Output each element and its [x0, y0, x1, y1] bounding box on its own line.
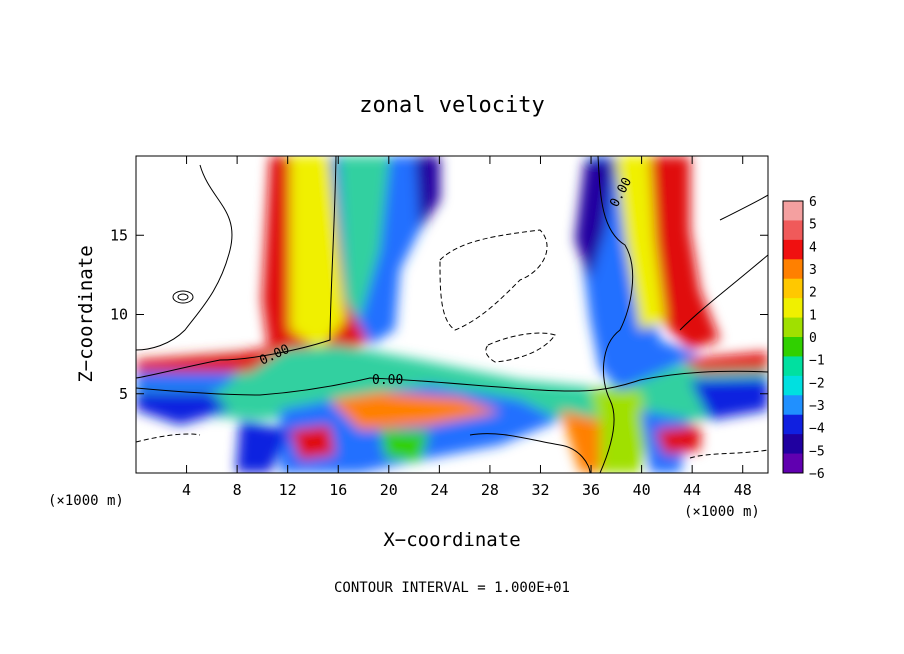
- colorbar-labels: 6 5 4 3 2 1 0 −1 −2 −3 −4 −5 −6: [809, 195, 825, 482]
- colorbar-swatch: [783, 201, 803, 221]
- x-tick-label: 28: [481, 481, 499, 499]
- x-tick-label: 24: [430, 481, 448, 499]
- colorbar-frame: [782, 200, 804, 474]
- colorbar-label: −6: [809, 467, 825, 482]
- colorbar-swatch: [783, 317, 803, 338]
- colorbar-swatch: [783, 434, 803, 455]
- colorbar-label: −4: [809, 422, 825, 437]
- x-tick-label: 36: [582, 481, 600, 499]
- colorbar-label: −5: [809, 444, 825, 459]
- y-axis-ticks: 5 10 15: [110, 226, 768, 403]
- colorbar-label: 6: [809, 195, 817, 210]
- colorbar-swatch: [783, 375, 803, 396]
- velocity-field: [136, 156, 768, 473]
- colorbar-label: 3: [809, 263, 817, 278]
- x-tick-label: 4: [182, 481, 191, 499]
- colorbar-label: 5: [809, 218, 817, 233]
- y-tick-label: 15: [110, 226, 128, 244]
- colorbar-label: −1: [809, 354, 825, 369]
- colorbar-label: 1: [809, 308, 817, 323]
- colorbar-swatch: [783, 337, 803, 357]
- colorbar-label: −3: [809, 399, 825, 414]
- colorbar-swatch: [783, 453, 803, 474]
- x-axis-label: X−coordinate: [383, 529, 520, 551]
- colorbar-swatch: [783, 259, 803, 280]
- x-tick-label: 44: [683, 481, 701, 499]
- colorbar-label: −2: [809, 376, 825, 391]
- colorbar-swatch: [783, 239, 803, 260]
- colorbar-swatch: [783, 414, 803, 435]
- x-tick-label: 16: [329, 481, 347, 499]
- colorbar-swatch: [783, 278, 803, 299]
- x-tick-label: 48: [734, 481, 752, 499]
- colorbar-label: 2: [809, 286, 817, 301]
- y-axis-label: Z−coordinate: [75, 245, 97, 382]
- x-tick-label: 12: [279, 481, 297, 499]
- colorbar-label: 0: [809, 331, 817, 346]
- x-tick-label: 8: [233, 481, 242, 499]
- colorbar-swatch: [783, 395, 803, 416]
- colorbar-swatch: [783, 298, 803, 319]
- x-tick-label: 32: [531, 481, 549, 499]
- x-tick-label: 40: [633, 481, 651, 499]
- contour-interval-note: CONTOUR INTERVAL = 1.000E+01: [334, 580, 570, 596]
- x-axis-ticks: 4 8 12 16 20 24 28 32 36 40 44 48: [182, 156, 752, 499]
- chart-title: zonal velocity: [359, 93, 544, 118]
- colorbar-swatch: [783, 356, 803, 377]
- colorbar-swatch: [783, 220, 803, 241]
- x-tick-label: 20: [380, 481, 398, 499]
- colorbar: [782, 200, 804, 474]
- x-unit-label: (×1000 m): [684, 504, 760, 520]
- z-unit-label: (×1000 m): [48, 493, 124, 509]
- colorbar-label: 4: [809, 240, 817, 255]
- contour-label: 0.00: [372, 373, 403, 388]
- y-tick-label: 10: [110, 306, 128, 324]
- y-tick-label: 5: [119, 385, 128, 403]
